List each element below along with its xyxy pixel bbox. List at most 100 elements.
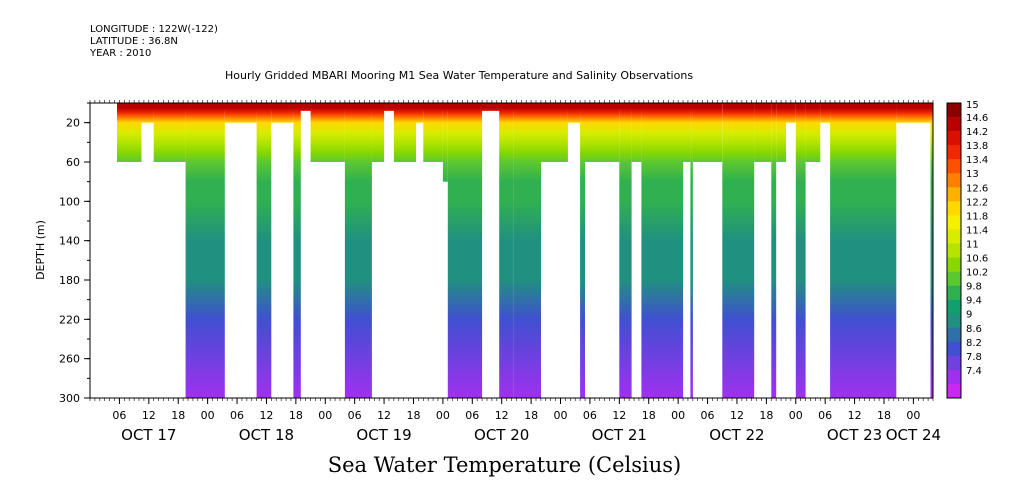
data-column xyxy=(805,103,821,162)
colorbar-label: 11 xyxy=(966,240,979,251)
y-tick-label: 20 xyxy=(66,117,80,130)
x-tick-label: 00 xyxy=(789,409,803,422)
colorbar-swatch xyxy=(947,201,961,216)
colorbar-swatch xyxy=(947,117,961,132)
colorbar-label: 12.6 xyxy=(966,183,988,194)
y-tick-label: 60 xyxy=(66,156,80,169)
y-tick-label: 180 xyxy=(59,274,80,287)
colorbar-label: 9.8 xyxy=(966,282,982,293)
colorbar-label: 13.4 xyxy=(966,155,988,166)
data-column xyxy=(690,103,693,398)
x-tick-label: 18 xyxy=(759,409,773,422)
y-tick-label: 220 xyxy=(59,313,80,326)
x-tick-label: 06 xyxy=(818,409,832,422)
data-column xyxy=(896,103,931,123)
colorbar-label: 9.4 xyxy=(966,296,982,307)
colorbar-label: 12.2 xyxy=(966,197,988,208)
data-column xyxy=(293,103,301,398)
colorbar-title: Sea Water Temperature (Celsius) xyxy=(327,453,682,477)
chart-title: Hourly Gridded MBARI Mooring M1 Sea Wate… xyxy=(225,69,694,82)
x-tick-label: 12 xyxy=(612,409,626,422)
x-day-label: OCT 24 xyxy=(886,426,941,444)
colorbar-label: 11.4 xyxy=(966,225,988,236)
colorbar-swatch xyxy=(947,159,961,174)
x-tick-label: 18 xyxy=(524,409,538,422)
data-column xyxy=(310,103,345,162)
x-tick-label: 00 xyxy=(201,409,215,422)
y-tick-label: 300 xyxy=(59,392,80,405)
data-column xyxy=(499,103,514,398)
x-day-label: OCT 23 xyxy=(827,426,882,444)
colorbar-label: 11.8 xyxy=(966,211,988,222)
x-day-label: OCT 19 xyxy=(356,426,411,444)
colorbar-label: 7.4 xyxy=(966,366,982,377)
data-column xyxy=(514,103,541,398)
latitude-label: LATITUDE : 36.8N xyxy=(90,36,178,47)
x-tick-label: 06 xyxy=(348,409,362,422)
data-column xyxy=(153,103,186,162)
x-tick-label: 00 xyxy=(436,409,450,422)
colorbar-swatch xyxy=(947,173,961,188)
colorbar-label: 15 xyxy=(966,100,979,111)
colorbar-label: 13 xyxy=(966,169,979,180)
data-column xyxy=(795,103,806,398)
x-tick-label: 06 xyxy=(583,409,597,422)
colorbar-swatch xyxy=(947,313,961,329)
x-tick-label: 12 xyxy=(730,409,744,422)
data-column xyxy=(141,103,154,123)
data-column xyxy=(415,103,424,123)
data-column xyxy=(754,103,772,162)
colorbar-frame xyxy=(946,102,962,399)
x-day-label: OCT 21 xyxy=(592,426,647,444)
colorbar-label: 8.2 xyxy=(966,338,982,349)
x-tick-label: 12 xyxy=(377,409,391,422)
x-tick-label: 06 xyxy=(465,409,479,422)
x-tick-label: 06 xyxy=(701,409,715,422)
x-tick-label: 12 xyxy=(259,409,273,422)
x-day-label: OCT 20 xyxy=(474,426,529,444)
x-tick-label: 18 xyxy=(642,409,656,422)
colorbar-swatch xyxy=(947,243,961,258)
y-tick-label: 100 xyxy=(59,195,80,208)
colorbar-swatch xyxy=(947,341,961,357)
x-tick-label: 12 xyxy=(848,409,862,422)
data-column xyxy=(224,103,257,123)
data-column xyxy=(117,103,142,162)
x-tick-label: 12 xyxy=(495,409,509,422)
x-tick-label: 18 xyxy=(406,409,420,422)
colorbar-swatch xyxy=(947,131,961,146)
x-tick-label: 06 xyxy=(230,409,244,422)
colorbar-swatch xyxy=(947,187,961,202)
x-tick-label: 18 xyxy=(877,409,891,422)
data-column xyxy=(585,103,620,162)
data-column xyxy=(567,103,581,123)
colorbar-swatch xyxy=(947,369,961,385)
x-tick-label: 18 xyxy=(289,409,303,422)
data-column xyxy=(771,103,777,398)
colorbar-swatch xyxy=(947,355,961,371)
x-tick-label: 00 xyxy=(906,409,920,422)
data-column xyxy=(786,103,796,123)
x-day-label: OCT 22 xyxy=(709,426,764,444)
colorbar-label: 8.6 xyxy=(966,324,982,335)
data-column xyxy=(344,103,372,398)
colorbar-swatch xyxy=(947,215,961,230)
colorbar-label: 14.6 xyxy=(966,113,988,124)
colorbar-label: 10.6 xyxy=(966,254,988,265)
data-column xyxy=(442,103,448,182)
metadata-block: LONGITUDE : 122W(-122) LATITUDE : 36.8N … xyxy=(90,24,218,60)
y-tick-label: 140 xyxy=(59,235,80,248)
data-column xyxy=(683,103,691,162)
data-column xyxy=(820,103,831,123)
colorbar-label: 13.8 xyxy=(966,141,988,152)
colorbar-label: 14.2 xyxy=(966,127,988,138)
data-column xyxy=(930,103,933,398)
x-tick-label: 12 xyxy=(142,409,156,422)
colorbar-swatch xyxy=(947,327,961,343)
colorbar-swatch xyxy=(947,257,961,272)
data-column xyxy=(256,103,272,398)
x-tick-label: 00 xyxy=(671,409,685,422)
longitude-label: LONGITUDE : 122W(-122) xyxy=(90,24,218,35)
x-tick-label: 00 xyxy=(318,409,332,422)
